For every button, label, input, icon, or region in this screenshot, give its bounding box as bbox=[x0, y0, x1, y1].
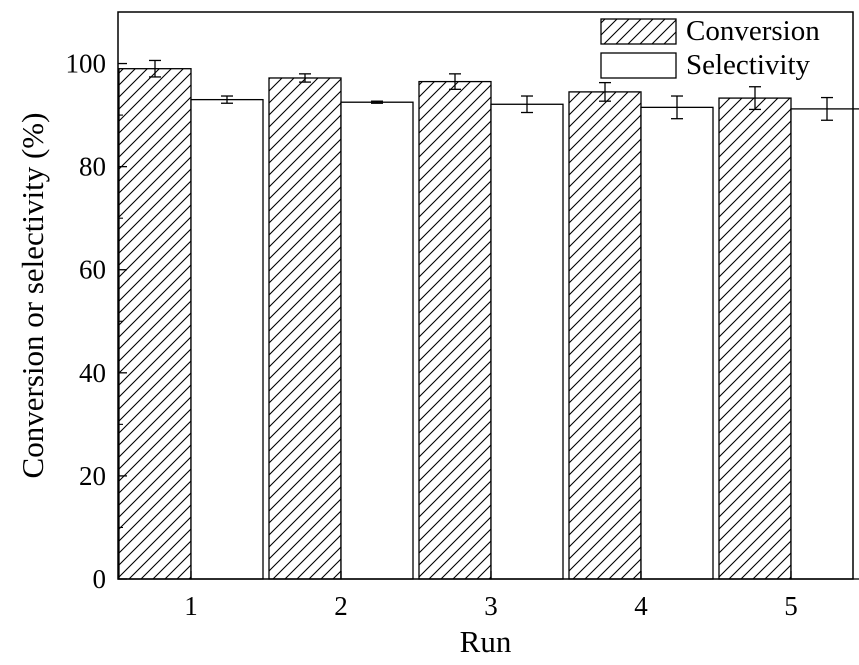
y-tick-label-40: 40 bbox=[79, 358, 106, 388]
y-tick-label-20: 20 bbox=[79, 461, 106, 491]
conversion-error-bar-1 bbox=[149, 59, 161, 78]
selectivity-bar-4 bbox=[640, 106, 714, 580]
error-bars-layer bbox=[149, 59, 833, 121]
plot-frame bbox=[117, 11, 854, 580]
x-tick-label-4: 4 bbox=[634, 591, 648, 621]
y-tick-label-100: 100 bbox=[66, 49, 107, 79]
y-tick-label-60: 60 bbox=[79, 255, 106, 285]
conversion-bar-3 bbox=[418, 80, 492, 580]
selectivity-error-bar-5 bbox=[821, 96, 833, 121]
x-tick-label-5: 5 bbox=[784, 591, 798, 621]
conversion-bar-2 bbox=[268, 77, 342, 580]
selectivity-error-bar-2 bbox=[371, 100, 383, 104]
x-tick-label-3: 3 bbox=[484, 591, 498, 621]
selectivity-bar-2 bbox=[340, 101, 414, 580]
x-tick-label-2: 2 bbox=[334, 591, 348, 621]
legend-swatch bbox=[600, 18, 677, 45]
y-tick-label-80: 80 bbox=[79, 152, 106, 182]
x-axis: 1 2 3 4 5 bbox=[184, 571, 798, 621]
legend-item-selectivity: Selectivity bbox=[600, 49, 811, 81]
selectivity-error-bar-1 bbox=[221, 95, 233, 104]
y-axis: 0 20 40 60 80 100 bbox=[66, 49, 127, 594]
conversion-error-bar-5 bbox=[749, 86, 761, 111]
y-axis-title: Conversion or selectivity (%) bbox=[15, 113, 50, 479]
selectivity-error-bar-3 bbox=[521, 95, 533, 114]
selectivity-error-bar-4 bbox=[671, 95, 683, 120]
legend-label: Selectivity bbox=[686, 49, 811, 81]
conversion-bar-4 bbox=[568, 91, 642, 580]
conversion-bar-5 bbox=[718, 97, 792, 580]
legend-item-conversion: Conversion bbox=[600, 15, 820, 47]
selectivity-bar-1 bbox=[190, 98, 264, 580]
x-tick-label-1: 1 bbox=[184, 591, 198, 621]
bars-layer bbox=[118, 68, 859, 580]
conversion-bar-1 bbox=[118, 68, 192, 580]
selectivity-bar-5 bbox=[790, 108, 859, 580]
legend-label: Conversion bbox=[686, 15, 820, 47]
selectivity-bar-3 bbox=[490, 103, 564, 580]
conversion-error-bar-4 bbox=[599, 81, 611, 102]
conversion-error-bar-2 bbox=[299, 73, 311, 83]
legend-swatch bbox=[600, 52, 677, 79]
conversion-error-bar-3 bbox=[449, 73, 461, 90]
x-axis-title: Run bbox=[460, 624, 512, 659]
y-tick-label-0: 0 bbox=[93, 564, 107, 594]
